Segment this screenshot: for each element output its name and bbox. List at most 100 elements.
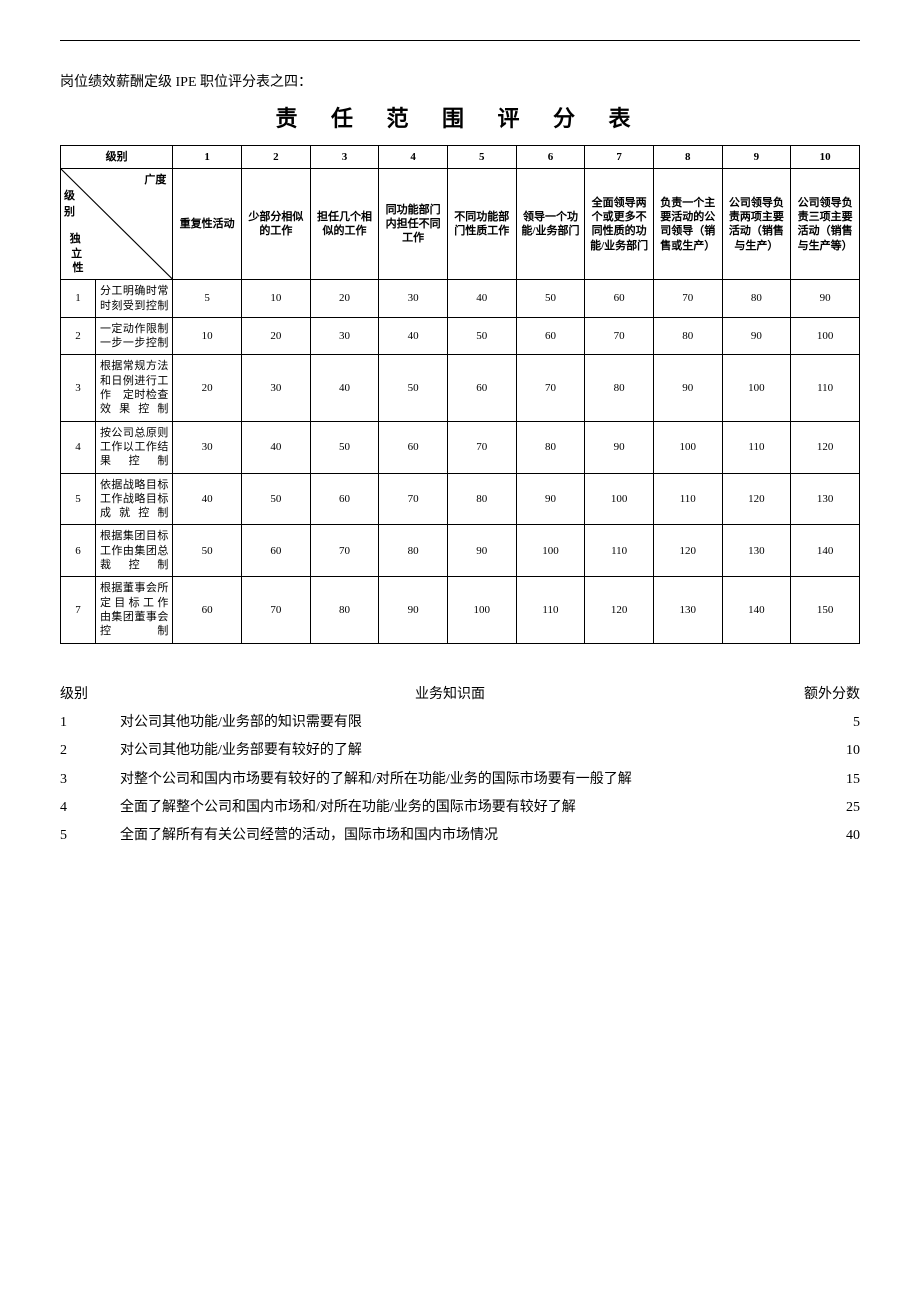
knowledge-header-score: 额外分数 (780, 684, 860, 706)
diagonal-header-cell: 广度 级别 独 立 性 (61, 169, 173, 280)
score-cell: 80 (516, 421, 585, 473)
score-cell: 30 (173, 421, 242, 473)
col-desc: 公司领导负责三项主要活动（销售与生产等） (791, 169, 860, 280)
score-cell: 50 (173, 525, 242, 577)
score-cell: 60 (516, 317, 585, 355)
table-row: 5依据战略目标工作战略目标成就控制40506070809010011012013… (61, 473, 860, 525)
row-level-desc: 根据集团目标工作由集团总裁控制 (95, 525, 172, 577)
table-header: 级别 1 2 3 4 5 6 7 8 9 10 广度 级别 独 立 性 重复性活… (61, 146, 860, 280)
score-cell: 40 (379, 317, 448, 355)
row-level-desc: 一定动作限制 一步一步控制 (95, 317, 172, 355)
score-cell: 90 (791, 280, 860, 318)
score-cell: 80 (447, 473, 516, 525)
col-header: 2 (242, 146, 311, 169)
score-cell: 50 (242, 473, 311, 525)
diag-label-level: 级别 (64, 189, 75, 220)
score-cell: 90 (722, 317, 791, 355)
score-cell: 100 (791, 317, 860, 355)
score-cell: 60 (310, 473, 379, 525)
col-desc: 同功能部门内担任不同工作 (379, 169, 448, 280)
col-desc: 公司领导负责两项主要活动（销售与生产） (722, 169, 791, 280)
score-cell: 50 (516, 280, 585, 318)
score-cell: 70 (310, 525, 379, 577)
knowledge-desc: 对公司其他功能/业务部的知识需要有限 (120, 712, 780, 734)
header-level-label: 级别 (61, 146, 173, 169)
score-cell: 100 (653, 421, 722, 473)
knowledge-level: 5 (60, 825, 120, 847)
table-row: 1分工明确时常时刻受到控制5102030405060708090 (61, 280, 860, 318)
score-cell: 10 (173, 317, 242, 355)
knowledge-row: 1对公司其他功能/业务部的知识需要有限5 (60, 712, 860, 734)
knowledge-score: 25 (780, 797, 860, 819)
score-cell: 40 (447, 280, 516, 318)
knowledge-rows-container: 1对公司其他功能/业务部的知识需要有限52对公司其他功能/业务部要有较好的了解1… (60, 712, 860, 848)
knowledge-header-desc: 业务知识面 (120, 684, 780, 706)
table-body: 1分工明确时常时刻受到控制51020304050607080902一定动作限制 … (61, 280, 860, 643)
score-cell: 30 (242, 355, 311, 421)
score-cell: 80 (310, 577, 379, 643)
knowledge-row: 3对整个公司和国内市场要有较好的了解和/对所在功能/业务的国际市场要有一般了解1… (60, 769, 860, 791)
score-cell: 80 (585, 355, 654, 421)
score-cell: 70 (379, 473, 448, 525)
score-cell: 10 (242, 280, 311, 318)
row-level-number: 2 (61, 317, 96, 355)
knowledge-desc: 对公司其他功能/业务部要有较好的了解 (120, 740, 780, 762)
score-cell: 80 (379, 525, 448, 577)
table-row: 2一定动作限制 一步一步控制102030405060708090100 (61, 317, 860, 355)
score-cell: 140 (722, 577, 791, 643)
score-cell: 110 (722, 421, 791, 473)
score-cell: 100 (516, 525, 585, 577)
row-level-number: 1 (61, 280, 96, 318)
knowledge-score: 5 (780, 712, 860, 734)
score-cell: 70 (516, 355, 585, 421)
row-level-desc: 按公司总原则工作以工作结果控制 (95, 421, 172, 473)
score-cell: 140 (791, 525, 860, 577)
col-header: 8 (653, 146, 722, 169)
score-cell: 120 (791, 421, 860, 473)
score-cell: 120 (585, 577, 654, 643)
knowledge-score: 10 (780, 740, 860, 762)
header-row-2: 广度 级别 独 立 性 重复性活动 少部分相似的工作 担任几个相似的工作 同功能… (61, 169, 860, 280)
top-horizontal-rule (60, 40, 860, 41)
score-cell: 60 (173, 577, 242, 643)
score-cell: 90 (379, 577, 448, 643)
col-desc: 不同功能部门性质工作 (447, 169, 516, 280)
col-header: 1 (173, 146, 242, 169)
knowledge-desc: 对整个公司和国内市场要有较好的了解和/对所在功能/业务的国际市场要有一般了解 (120, 769, 780, 791)
col-header: 4 (379, 146, 448, 169)
score-cell: 40 (310, 355, 379, 421)
score-cell: 60 (585, 280, 654, 318)
knowledge-level: 1 (60, 712, 120, 734)
score-cell: 50 (447, 317, 516, 355)
row-level-number: 6 (61, 525, 96, 577)
score-cell: 40 (242, 421, 311, 473)
score-cell: 20 (310, 280, 379, 318)
diag-label-breadth: 广度 (144, 173, 166, 187)
score-cell: 110 (585, 525, 654, 577)
score-cell: 40 (173, 473, 242, 525)
score-cell: 20 (242, 317, 311, 355)
score-cell: 5 (173, 280, 242, 318)
knowledge-header-row: 级别 业务知识面 额外分数 (60, 684, 860, 706)
score-cell: 100 (722, 355, 791, 421)
knowledge-level: 3 (60, 769, 120, 791)
score-cell: 70 (447, 421, 516, 473)
table-row: 7根据董事会所定目标工作 由集团董事会控制6070809010011012013… (61, 577, 860, 643)
table-row: 6根据集团目标工作由集团总裁控制506070809010011012013014… (61, 525, 860, 577)
knowledge-row: 2对公司其他功能/业务部要有较好的了解10 (60, 740, 860, 762)
score-cell: 130 (653, 577, 722, 643)
col-header: 7 (585, 146, 654, 169)
col-desc: 全面领导两个或更多不同性质的功能/业务部门 (585, 169, 654, 280)
row-level-desc: 依据战略目标工作战略目标成就控制 (95, 473, 172, 525)
score-cell: 30 (379, 280, 448, 318)
col-desc: 少部分相似的工作 (242, 169, 311, 280)
score-cell: 90 (653, 355, 722, 421)
knowledge-header-level: 级别 (60, 684, 120, 706)
knowledge-desc: 全面了解所有有关公司经营的活动，国际市场和国内市场情况 (120, 825, 780, 847)
row-level-number: 5 (61, 473, 96, 525)
knowledge-level: 4 (60, 797, 120, 819)
score-cell: 90 (516, 473, 585, 525)
score-cell: 120 (722, 473, 791, 525)
col-desc: 负责一个主要活动的公司领导（销售或生产） (653, 169, 722, 280)
doc-title: 责 任 范 围 评 分 表 (60, 101, 860, 133)
